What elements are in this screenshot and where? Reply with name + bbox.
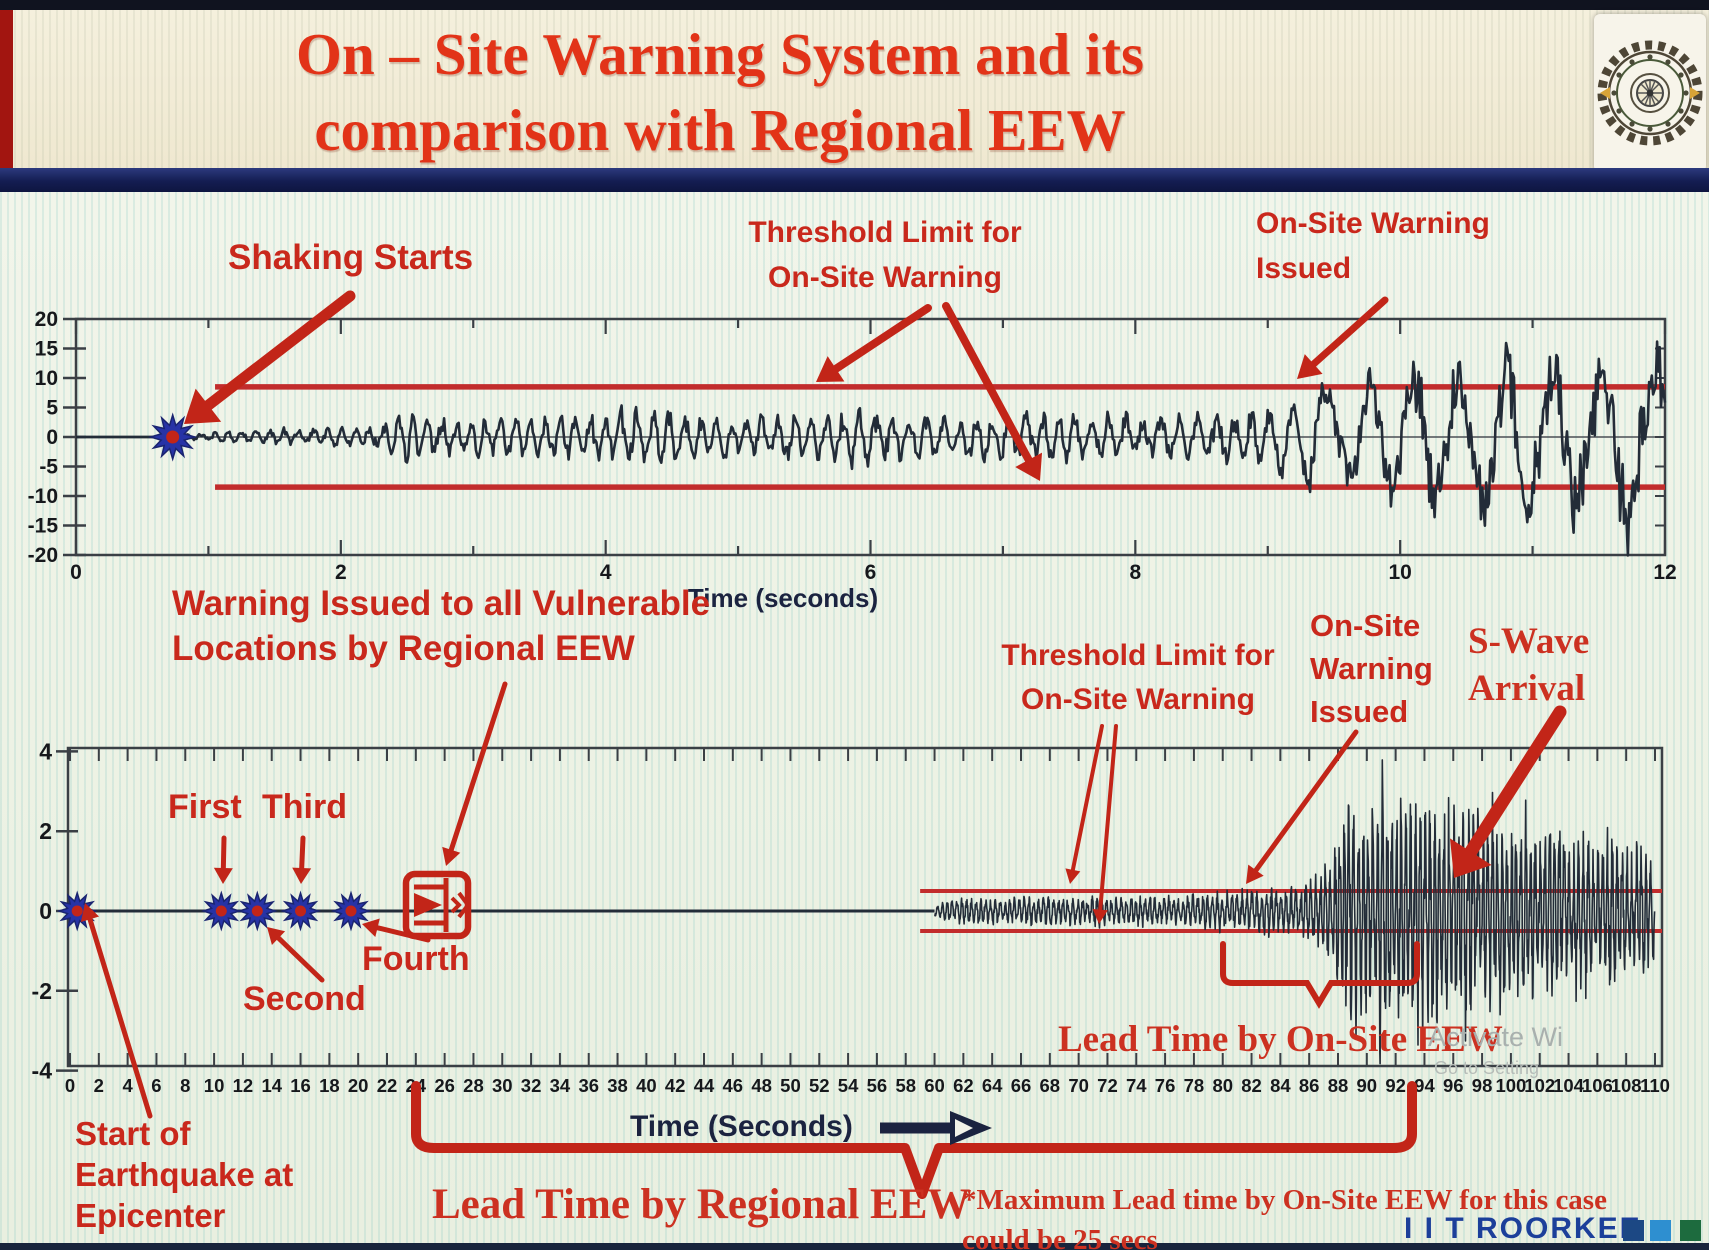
lead-time-regional-label: Lead Time by Regional EEW: [432, 1181, 971, 1228]
footer-square-green: [1680, 1220, 1701, 1241]
left-red-accent: [0, 10, 13, 170]
s-wave-arrival-label: S-Wave Arrival: [1468, 621, 1590, 709]
activate-windows-watermark: Activate Wi: [1428, 1022, 1564, 1052]
go-to-settings-watermark: Go to Setting: [1434, 1058, 1540, 1078]
shaking-starts-label: Shaking Starts: [228, 238, 474, 277]
threshold-limit-label-top: Threshold Limit for On-Site Warning: [748, 216, 1022, 294]
screen-bottom-bezel: [0, 1243, 1709, 1250]
title-line-1: On – Site Warning System and its: [295, 21, 1144, 87]
title-line-2: comparison with Regional EEW: [314, 97, 1126, 163]
bottom-chart-x-axis-title: Time (Seconds): [630, 1110, 853, 1143]
onsite-warning-issued-label-bottom: On-Site Warning Issued: [1310, 608, 1433, 729]
iit-roorkee-wordmark: I I T ROORKEE: [1404, 1212, 1642, 1245]
page-title: On – Site Warning System and its compari…: [80, 16, 1360, 168]
screen-top-bezel: [0, 0, 1709, 10]
title-divider-bar: [0, 168, 1709, 192]
fourth-warning-label: Fourth: [362, 940, 470, 978]
regional-warning-label: Warning Issued to all Vulnerable Locatio…: [172, 584, 711, 668]
top-chart-x-axis-title: Time (seconds): [687, 583, 879, 613]
iit-roorkee-logo: [1594, 14, 1706, 172]
start-of-earthquake-label: Start of Earthquake at Epicenter: [75, 1115, 294, 1234]
title-band: On – Site Warning System and its compari…: [0, 10, 1709, 172]
footer-square-lightblue: [1650, 1220, 1671, 1241]
first-warning-label: First: [168, 788, 242, 826]
second-warning-label: Second: [243, 980, 366, 1018]
footer-square-blue: [1623, 1220, 1644, 1241]
onsite-warning-issued-label-top: On-Site Warning Issued: [1256, 207, 1490, 285]
third-warning-label: Third: [262, 788, 347, 826]
iit-roorkee-emblem-icon: [1597, 40, 1703, 146]
threshold-limit-label-bottom: Threshold Limit for On-Site Warning: [1001, 639, 1275, 716]
slide-body-background: [0, 192, 1709, 1243]
